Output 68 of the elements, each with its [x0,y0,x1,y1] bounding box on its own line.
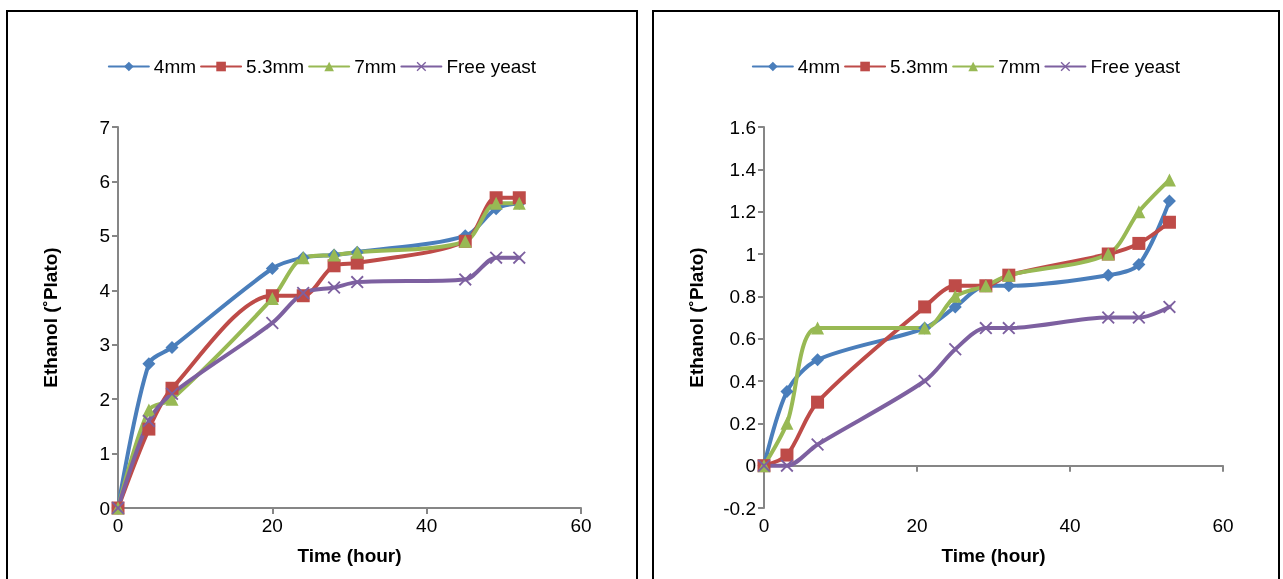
y-tick-label: 0.4 [729,370,757,392]
point [811,438,825,451]
y-tick-label: 1.2 [729,201,756,223]
y-tick-label: 0.6 [729,328,756,350]
point [512,251,526,265]
y-tick-label: 0.8 [729,285,756,307]
x-tick-label: 20 [261,515,283,536]
y-tick-label: 0 [99,497,110,519]
point [489,251,503,265]
y-tick-label: -0.2 [723,497,756,519]
legend-label: 4mm [153,56,197,77]
y-tick-label: 1 [99,443,110,465]
point [948,342,962,356]
point [780,448,794,462]
x-tick-label: 20 [906,515,928,536]
point [811,353,825,367]
y-tick-label: 5 [99,225,110,247]
point [780,459,794,473]
point [165,340,179,354]
point [1101,268,1115,282]
point [265,316,279,330]
y-tick-label: 2 [99,388,110,410]
legend-label: 5.3mm [246,56,305,77]
legend-label: 7mm [998,56,1041,77]
point [918,300,932,314]
point [811,321,825,335]
y-tick-label: 0 [745,455,756,477]
x-axis-title: Time (hour) [941,545,1046,566]
point [1162,194,1176,208]
point [948,279,962,293]
point [265,262,279,276]
point [1002,321,1016,335]
point [780,385,794,399]
point [1132,205,1146,219]
y-tick-label: 7 [99,116,110,138]
legend-label: Free yeast [1090,56,1181,77]
point [489,196,503,210]
legend-label: 4mm [797,56,841,77]
y-axis-title: Ethanol (˚Plato) [40,247,61,388]
legend-label: 5.3mm [890,56,949,77]
y-tick-label: 0.2 [729,412,756,434]
x-tick-label: 40 [1059,515,1081,536]
x-tick-label: 60 [1212,515,1234,536]
point [979,321,993,335]
y-tick-label: 1 [745,243,756,265]
point [142,357,156,371]
point [811,395,825,409]
x-tick-label: 60 [570,515,592,536]
x-axis-title: Time (hour) [297,545,402,566]
legend-label: Free yeast [446,56,537,77]
point [458,272,472,286]
legend-label: 7mm [354,56,397,77]
y-axis-title: Ethanol (˚Plato) [686,247,707,388]
y-tick-label: 6 [99,170,110,192]
point [1132,236,1146,250]
y-tick-label: 3 [99,334,110,356]
x-tick-label: 40 [416,515,438,536]
point [1132,258,1146,272]
y-tick-label: 1.6 [729,116,756,138]
x-tick-label: 0 [758,515,770,536]
point [780,416,794,430]
point [1101,311,1115,324]
point [142,414,156,428]
point [1162,215,1176,229]
y-tick-label: 1.4 [729,158,757,180]
x-tick-label: 0 [112,515,124,536]
y-tick-label: 4 [99,279,111,301]
point [350,275,364,289]
